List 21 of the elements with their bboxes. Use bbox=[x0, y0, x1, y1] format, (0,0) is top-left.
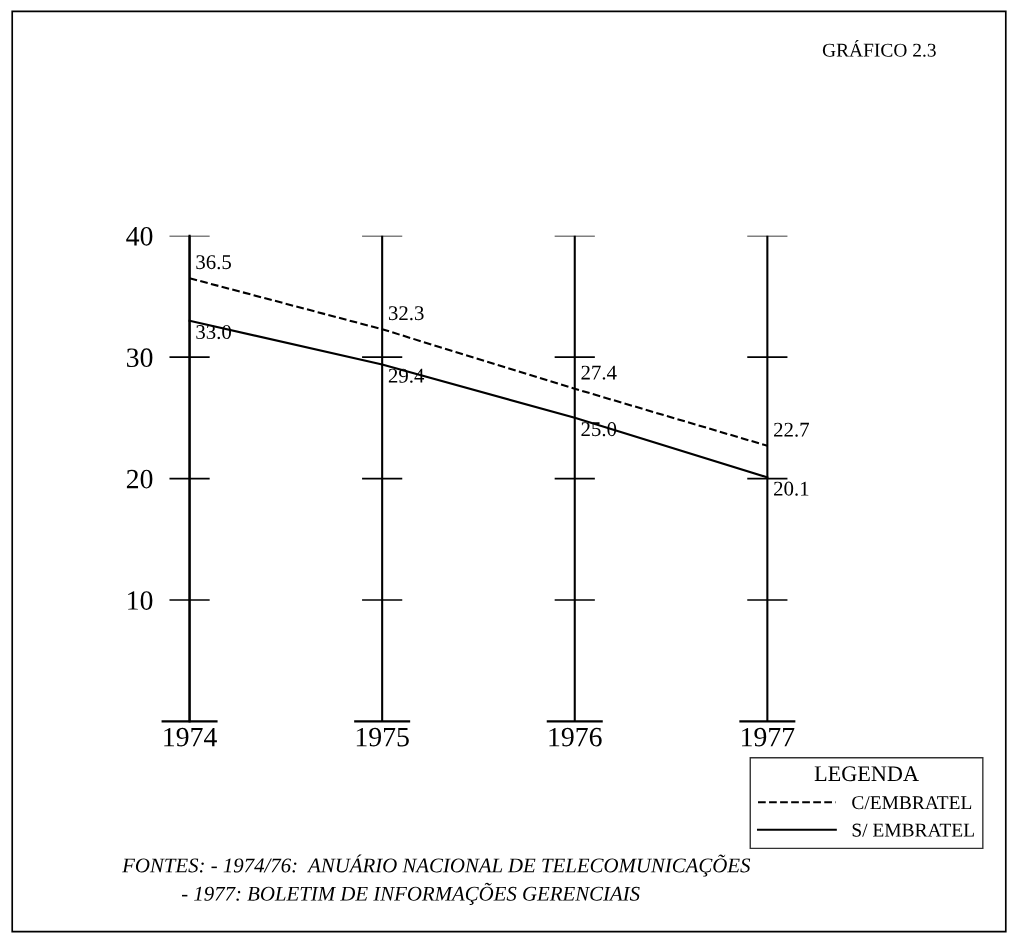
data-label: 20.1 bbox=[774, 481, 809, 496]
data-label: 22.7 bbox=[774, 422, 809, 437]
legend-label: C/EMBRATEL bbox=[852, 796, 972, 810]
x-tick-label: 1975 bbox=[356, 727, 409, 747]
data-label: 25.0 bbox=[581, 422, 617, 437]
x-tick-label: 1976 bbox=[549, 727, 602, 747]
y-tick-label: 20 bbox=[126, 469, 153, 489]
chart-title: GRÁFICO 2.3 bbox=[822, 39, 936, 57]
legend-title: LEGENDA bbox=[814, 766, 919, 782]
data-label: 29.4 bbox=[388, 368, 425, 383]
data-label: 27.4 bbox=[581, 365, 617, 380]
y-tick-label: 10 bbox=[128, 591, 153, 610]
legend-label: S/ EMBRATEL bbox=[852, 823, 974, 837]
x-tick-label: 1974 bbox=[164, 727, 217, 747]
y-tick-label: 30 bbox=[127, 348, 153, 368]
x-tick-label: 1977 bbox=[742, 727, 795, 747]
text: FONTES: - 1974/76: ANUÁRIO NACIONAL DE TELECOMUNICAÇÕES bbox=[122, 854, 751, 877]
data-label: 36.5 bbox=[196, 255, 231, 270]
data-label: 32.3 bbox=[388, 306, 424, 321]
y-tick-label: 40 bbox=[126, 226, 153, 246]
text: - 1977: BOLETIM DE INFORMAÇÕES GERENCIAIS bbox=[181, 882, 640, 905]
